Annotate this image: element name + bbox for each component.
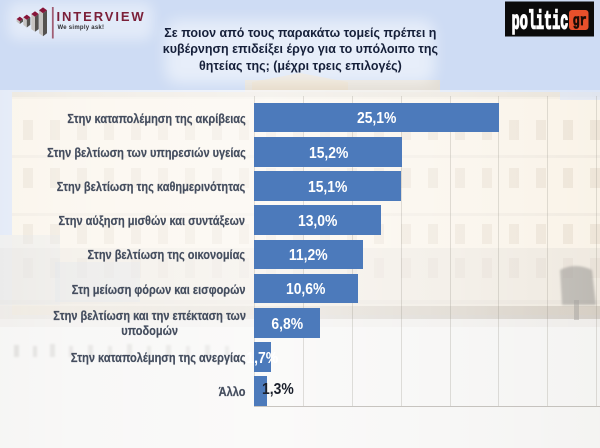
- svg-text:gr: gr: [573, 12, 587, 30]
- svg-text:politic: politic: [512, 8, 569, 37]
